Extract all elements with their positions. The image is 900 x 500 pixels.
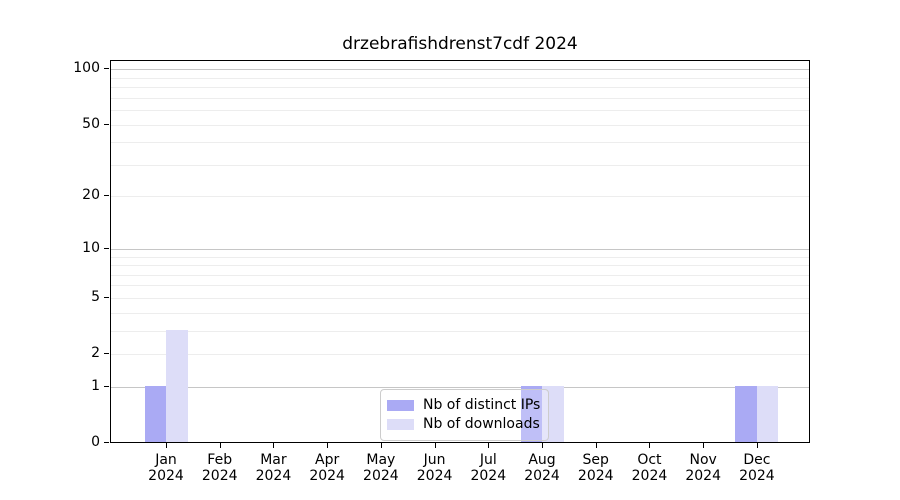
- legend-item-distinct-ips: Nb of distinct IPs: [387, 398, 548, 413]
- x-tick: [649, 443, 651, 448]
- chart-title: drzebrafishdrenst7cdf 2024: [342, 34, 578, 54]
- x-tick-month: Feb: [207, 452, 233, 468]
- minor-gridline: [111, 297, 809, 299]
- major-gridline: [111, 386, 809, 388]
- x-tick-year: 2024: [577, 468, 614, 484]
- y-tick: [104, 353, 109, 355]
- minor-gridline: [111, 97, 809, 99]
- x-tick-month: Dec: [743, 452, 771, 468]
- y-tick-label: 2: [91, 345, 100, 362]
- y-tick-label: 1: [91, 377, 100, 394]
- x-tick-label-oct: Oct 2024: [613, 452, 685, 484]
- x-tick: [380, 443, 382, 448]
- x-tick-month: Jul: [479, 452, 497, 468]
- x-tick: [219, 443, 221, 448]
- bar-ips-jan: [144, 385, 166, 442]
- x-tick: [488, 443, 490, 448]
- bar-downloads-aug: [542, 385, 564, 442]
- legend-label: Nb of downloads: [423, 416, 540, 432]
- bar-downloads-dec: [756, 385, 779, 442]
- x-tick-label-feb: Feb 2024: [184, 452, 256, 484]
- minor-gridline: [111, 256, 809, 258]
- x-tick: [756, 443, 758, 448]
- x-tick-year: 2024: [416, 468, 453, 484]
- x-tick-year: 2024: [739, 468, 775, 484]
- y-tick: [104, 68, 109, 70]
- x-tick-month: Aug: [528, 452, 556, 468]
- y-tick-label: 5: [91, 288, 100, 305]
- minor-gridline: [111, 330, 809, 332]
- x-tick-month: Nov: [689, 452, 717, 468]
- x-tick-label-jan: Jan 2024: [130, 452, 202, 484]
- y-tick-label: 20: [82, 187, 100, 204]
- x-tick-year: 2024: [148, 468, 184, 484]
- legend: Nb of distinct IPs Nb of downloads: [380, 389, 549, 441]
- minor-gridline: [111, 142, 809, 144]
- x-tick-year: 2024: [309, 468, 345, 484]
- x-tick-month: Mar: [260, 452, 287, 468]
- minor-gridline: [111, 124, 809, 126]
- minor-gridline: [111, 274, 809, 276]
- legend-label: Nb of distinct IPs: [423, 397, 541, 413]
- plot-area: [110, 60, 810, 443]
- y-tick: [104, 195, 109, 197]
- minor-gridline: [111, 312, 809, 314]
- x-tick-label-jun: Jun 2024: [399, 452, 471, 484]
- legend-swatch: [387, 419, 414, 430]
- x-tick-label-apr: Apr 2024: [291, 452, 363, 484]
- y-tick: [104, 385, 109, 387]
- x-tick-year: 2024: [470, 468, 507, 484]
- x-tick: [273, 443, 275, 448]
- minor-gridline: [111, 77, 809, 79]
- minor-gridline: [111, 265, 809, 267]
- y-tick-label: 0: [91, 434, 100, 450]
- x-tick-month: May: [366, 452, 396, 468]
- x-tick-year: 2024: [363, 468, 399, 484]
- x-tick: [327, 443, 329, 448]
- x-tick-label-dec: Dec 2024: [721, 452, 793, 484]
- x-tick: [434, 443, 436, 448]
- x-tick: [703, 443, 705, 448]
- major-gridline: [111, 69, 809, 71]
- y-tick-label: 10: [82, 239, 100, 256]
- x-tick-label-aug: Aug 2024: [506, 452, 578, 484]
- x-tick-year: 2024: [631, 468, 668, 484]
- x-tick: [166, 443, 167, 448]
- x-tick-month: Jun: [423, 452, 446, 468]
- x-tick-year: 2024: [524, 468, 560, 484]
- x-tick-label-nov: Nov 2024: [667, 452, 739, 484]
- minor-gridline: [111, 110, 809, 112]
- y-tick: [104, 247, 109, 249]
- y-tick-label: 100: [73, 60, 100, 77]
- minor-gridline: [111, 196, 809, 198]
- minor-gridline: [111, 164, 809, 166]
- minor-gridline: [111, 285, 809, 287]
- x-tick: [542, 443, 544, 448]
- y-tick-label: 50: [82, 115, 100, 132]
- x-tick-label-mar: Mar 2024: [237, 452, 309, 484]
- x-tick-month: Jan: [155, 452, 177, 468]
- minor-gridline: [111, 87, 809, 89]
- bar-downloads-jan: [166, 329, 188, 442]
- x-tick-month: Apr: [315, 452, 340, 468]
- x-tick-month: Sep: [582, 452, 609, 468]
- legend-item-downloads: Nb of downloads: [387, 417, 548, 432]
- x-tick-year: 2024: [685, 468, 721, 484]
- bar-ips-dec: [735, 385, 757, 442]
- x-tick-year: 2024: [201, 468, 238, 484]
- x-tick-year: 2024: [255, 468, 292, 484]
- y-tick: [104, 442, 109, 443]
- bar-ips-aug: [520, 385, 543, 442]
- x-tick-label-jul: Jul 2024: [452, 452, 524, 484]
- major-gridline: [111, 248, 809, 250]
- y-tick: [104, 123, 109, 125]
- x-tick-label-may: May 2024: [345, 452, 417, 484]
- x-tick-label-sep: Sep 2024: [560, 452, 632, 484]
- x-tick: [595, 443, 597, 448]
- y-tick: [104, 296, 109, 298]
- minor-gridline: [111, 354, 809, 356]
- legend-swatch: [387, 400, 414, 411]
- x-tick-month: Oct: [637, 452, 662, 468]
